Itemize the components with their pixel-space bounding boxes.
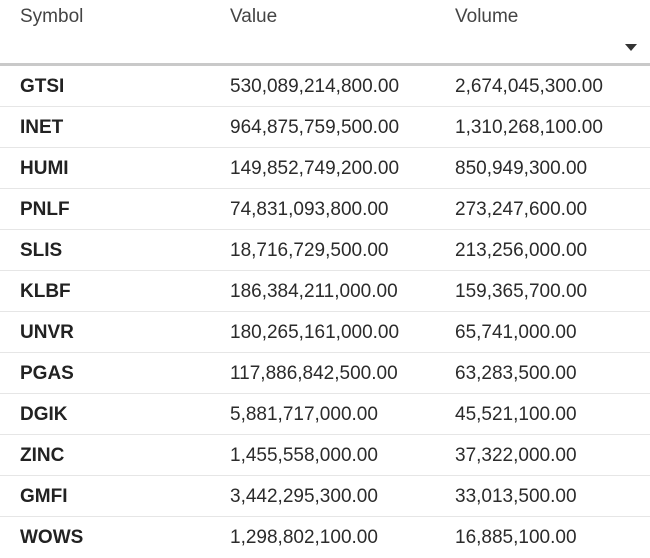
table-row[interactable]: GMFI 3,442,295,300.00 33,013,500.00 xyxy=(0,476,650,517)
cell-symbol: UNVR xyxy=(20,322,74,343)
table-row[interactable]: UNVR 180,265,161,000.00 65,741,000.00 xyxy=(0,312,650,353)
cell-symbol: WOWS xyxy=(20,527,84,548)
cell-symbol: HUMI xyxy=(20,158,69,179)
cell-value: 3,442,295,300.00 xyxy=(230,486,378,507)
cell-symbol: PNLF xyxy=(20,199,70,220)
cell-value: 1,455,558,000.00 xyxy=(230,445,378,466)
table-row[interactable]: KLBF 186,384,211,000.00 159,365,700.00 xyxy=(0,271,650,312)
header-volume[interactable]: Volume xyxy=(455,6,519,27)
table-row[interactable]: WOWS 1,298,802,100.00 16,885,100.00 xyxy=(0,517,650,558)
cell-value: 1,298,802,100.00 xyxy=(230,527,378,548)
cell-volume: 37,322,000.00 xyxy=(455,445,577,466)
cell-value: 74,831,093,800.00 xyxy=(230,199,389,220)
cell-volume: 159,365,700.00 xyxy=(455,281,588,302)
cell-volume: 273,247,600.00 xyxy=(455,199,588,220)
cell-symbol: ZINC xyxy=(20,445,65,466)
cell-symbol: GMFI xyxy=(20,486,68,507)
cell-symbol: KLBF xyxy=(20,281,71,302)
cell-value: 117,886,842,500.00 xyxy=(230,363,398,384)
header-symbol[interactable]: Symbol xyxy=(20,6,84,27)
cell-volume: 63,283,500.00 xyxy=(455,363,577,384)
table-row[interactable]: SLIS 18,716,729,500.00 213,256,000.00 xyxy=(0,230,650,271)
table-row[interactable]: INET 964,875,759,500.00 1,310,268,100.00 xyxy=(0,107,650,148)
cell-volume: 16,885,100.00 xyxy=(455,527,577,548)
cell-value: 530,089,214,800.00 xyxy=(230,76,400,97)
cell-volume: 1,310,268,100.00 xyxy=(455,117,603,138)
cell-volume: 33,013,500.00 xyxy=(455,486,577,507)
table-row[interactable]: GTSI 530,089,214,800.00 2,674,045,300.00 xyxy=(0,66,650,107)
cell-symbol: INET xyxy=(20,117,64,138)
header-value[interactable]: Value xyxy=(230,6,278,27)
cell-symbol: GTSI xyxy=(20,76,65,97)
cell-volume: 65,741,000.00 xyxy=(455,322,577,343)
table-body: GTSI 530,089,214,800.00 2,674,045,300.00… xyxy=(0,66,650,558)
table-header: Symbol Value Volume xyxy=(0,0,650,66)
cell-value: 180,265,161,000.00 xyxy=(230,322,400,343)
cell-volume: 45,521,100.00 xyxy=(455,404,577,425)
table-row[interactable]: DGIK 5,881,717,000.00 45,521,100.00 xyxy=(0,394,650,435)
cell-symbol: PGAS xyxy=(20,363,74,384)
cell-value: 964,875,759,500.00 xyxy=(230,117,400,138)
chevron-down-icon[interactable] xyxy=(625,44,637,51)
cell-value: 18,716,729,500.00 xyxy=(230,240,389,261)
table-row[interactable]: ZINC 1,455,558,000.00 37,322,000.00 xyxy=(0,435,650,476)
cell-value: 186,384,211,000.00 xyxy=(230,281,398,302)
cell-value: 5,881,717,000.00 xyxy=(230,404,378,425)
cell-volume: 850,949,300.00 xyxy=(455,158,588,179)
cell-symbol: DGIK xyxy=(20,404,68,425)
cell-value: 149,852,749,200.00 xyxy=(230,158,400,179)
table-row[interactable]: PGAS 117,886,842,500.00 63,283,500.00 xyxy=(0,353,650,394)
table-row[interactable]: HUMI 149,852,749,200.00 850,949,300.00 xyxy=(0,148,650,189)
cell-volume: 2,674,045,300.00 xyxy=(455,76,603,97)
cell-symbol: SLIS xyxy=(20,240,63,261)
cell-volume: 213,256,000.00 xyxy=(455,240,588,261)
table-row[interactable]: PNLF 74,831,093,800.00 273,247,600.00 xyxy=(0,189,650,230)
